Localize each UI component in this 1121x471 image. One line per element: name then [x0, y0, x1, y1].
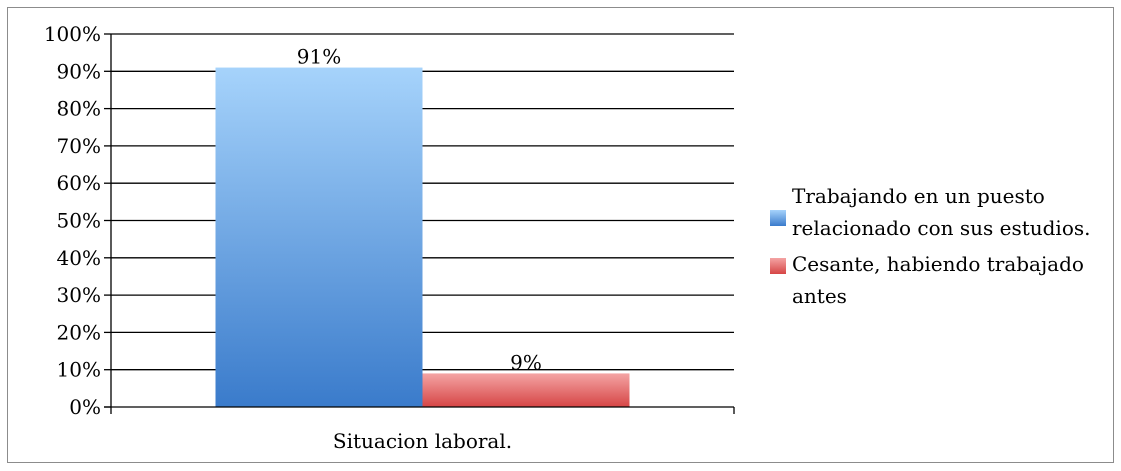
bar-chart: 0%10%20%30%40%50%60%70%80%90%100% 91%9% …	[44, 22, 735, 453]
y-tick-label: 90%	[57, 59, 101, 83]
y-tick-labels: 0% 10% 20% 30% 40% 50% 60% 70% 80% 90% 100%	[44, 22, 101, 419]
chart-frame: 0% 10% 20% 30% 40% 50% 60% 70% 80% 90% 100% 91% 9% …	[7, 7, 1114, 463]
data-label: 9%	[510, 350, 542, 374]
y-tick-label: 60%	[57, 171, 101, 195]
legend-swatch-blue	[770, 210, 786, 226]
y-tick-label: 80%	[57, 97, 101, 121]
y-tick-label: 50%	[57, 209, 101, 233]
y-tick-label: 40%	[57, 246, 101, 270]
y-tick-label: 30%	[57, 283, 101, 307]
bar-trabajando	[215, 67, 423, 407]
y-tick-label: 20%	[57, 320, 101, 344]
data-labels: 91% 9%	[297, 45, 542, 375]
bar-cesante	[422, 373, 630, 407]
y-tick-label: 100%	[44, 22, 101, 46]
axes	[104, 33, 735, 414]
legend-swatch-red	[770, 258, 786, 274]
y-tick-label: 10%	[57, 358, 101, 382]
legend-label: Cesante, habiendo trabajado antes	[792, 252, 1084, 308]
x-category-label: Situacion laboral.	[333, 429, 512, 453]
legend: Trabajando en un puesto relacionado con …	[770, 180, 1120, 316]
bars	[215, 67, 630, 407]
legend-label: Trabajando en un puesto relacionado con …	[792, 184, 1091, 240]
legend-item-cesante: Cesante, habiendo trabajado antes	[770, 248, 1120, 312]
y-tick-label: 70%	[57, 134, 101, 158]
y-tick-label: 0%	[69, 395, 101, 419]
legend-item-trabajando: Trabajando en un puesto relacionado con …	[770, 180, 1120, 244]
data-label: 91%	[297, 45, 341, 69]
